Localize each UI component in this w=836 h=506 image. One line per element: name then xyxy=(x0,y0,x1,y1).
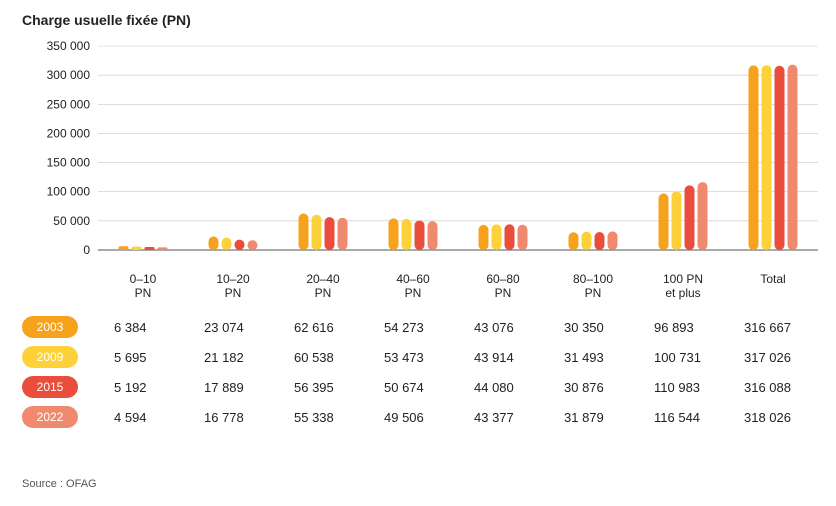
table-cell: 30 876 xyxy=(548,380,638,395)
year-pill: 2009 xyxy=(22,346,78,368)
bar xyxy=(518,225,528,250)
category-label: 80–100PN xyxy=(548,268,638,302)
bar xyxy=(659,194,669,250)
table-cell: 43 076 xyxy=(458,320,548,335)
data-table: 2003 6 38423 07462 61654 27343 07630 3509… xyxy=(22,312,818,432)
table-cell: 49 506 xyxy=(368,410,458,425)
category-label: Total xyxy=(728,268,818,302)
y-tick-label: 100 000 xyxy=(47,185,91,199)
table-cell: 43 377 xyxy=(458,410,548,425)
table-cell: 16 778 xyxy=(188,410,278,425)
table-cell: 318 026 xyxy=(728,410,818,425)
bar xyxy=(209,237,219,250)
category-labels-row: 0–10PN10–20PN20–40PN40–60PN60–80PN80–100… xyxy=(22,268,818,302)
chart-area: 0 50 000 100 000 150 000 200 000 250 000 300 0… xyxy=(22,38,818,268)
table-cell: 56 395 xyxy=(278,380,368,395)
bar xyxy=(325,217,335,250)
bar xyxy=(338,218,348,250)
table-cell: 96 893 xyxy=(638,320,728,335)
page-root: Charge usuelle fixée (PN) 0 50 000 100 000… xyxy=(0,0,836,506)
bar xyxy=(698,182,708,250)
bar xyxy=(119,246,129,250)
year-pill: 2015 xyxy=(22,376,78,398)
table-cell: 5 192 xyxy=(98,380,188,395)
bar xyxy=(492,224,502,250)
table-cell: 50 674 xyxy=(368,380,458,395)
table-cell: 100 731 xyxy=(638,350,728,365)
bar xyxy=(428,221,438,250)
y-tick-label: 250 000 xyxy=(47,97,91,111)
source-note: Source : OFAG xyxy=(22,478,97,490)
table-cell: 17 889 xyxy=(188,380,278,395)
bar xyxy=(158,247,168,250)
category-label: 40–60PN xyxy=(368,268,458,302)
bar xyxy=(389,218,399,250)
table-cell: 6 384 xyxy=(98,320,188,335)
bar xyxy=(299,214,309,250)
year-pill: 2022 xyxy=(22,406,78,428)
table-cell: 62 616 xyxy=(278,320,368,335)
bar xyxy=(788,65,798,250)
bar xyxy=(479,225,489,250)
table-cell: 5 695 xyxy=(98,350,188,365)
bar xyxy=(749,65,759,250)
table-cell: 54 273 xyxy=(368,320,458,335)
y-tick-label: 300 000 xyxy=(47,68,91,82)
category-label: 20–40PN xyxy=(278,268,368,302)
chart-title: Charge usuelle fixée (PN) xyxy=(22,12,818,28)
bar xyxy=(775,66,785,250)
table-cell: 4 594 xyxy=(98,410,188,425)
bar xyxy=(582,232,592,250)
table-row: 2015 5 19217 88956 39550 67444 08030 8761… xyxy=(22,372,818,402)
table-row: 2022 4 59416 77855 33849 50643 37731 8791… xyxy=(22,402,818,432)
bar xyxy=(312,215,322,250)
bar xyxy=(672,191,682,250)
bar xyxy=(505,224,515,250)
table-cell: 317 026 xyxy=(728,350,818,365)
bar xyxy=(145,247,155,250)
bar xyxy=(402,219,412,250)
bar xyxy=(222,238,232,250)
y-tick-label: 350 000 xyxy=(47,39,91,53)
bar xyxy=(569,232,579,250)
table-cell: 31 493 xyxy=(548,350,638,365)
table-cell: 43 914 xyxy=(458,350,548,365)
table-cell: 23 074 xyxy=(188,320,278,335)
table-row: 2003 6 38423 07462 61654 27343 07630 3509… xyxy=(22,312,818,342)
table-cell: 55 338 xyxy=(278,410,368,425)
table-cell: 110 983 xyxy=(638,380,728,395)
bar xyxy=(608,231,618,250)
bar xyxy=(762,65,772,250)
bar xyxy=(248,240,258,250)
y-tick-label: 0 xyxy=(83,243,90,257)
table-cell: 60 538 xyxy=(278,350,368,365)
table-cell: 116 544 xyxy=(638,410,728,425)
table-cell: 316 088 xyxy=(728,380,818,395)
year-pill: 2003 xyxy=(22,316,78,338)
table-cell: 21 182 xyxy=(188,350,278,365)
table-cell: 53 473 xyxy=(368,350,458,365)
table-row: 2009 5 69521 18260 53853 47343 91431 4931… xyxy=(22,342,818,372)
table-cell: 30 350 xyxy=(548,320,638,335)
table-cell: 44 080 xyxy=(458,380,548,395)
category-labels-spacer xyxy=(22,268,98,302)
y-tick-label: 150 000 xyxy=(47,156,91,170)
category-label: 0–10PN xyxy=(98,268,188,302)
category-label: 100 PNet plus xyxy=(638,268,728,302)
y-tick-label: 200 000 xyxy=(47,126,91,140)
category-label: 60–80PN xyxy=(458,268,548,302)
bar-chart: 0 50 000 100 000 150 000 200 000 250 000 300 0… xyxy=(22,38,818,268)
y-tick-label: 50 000 xyxy=(53,214,90,228)
category-label: 10–20PN xyxy=(188,268,278,302)
bar xyxy=(235,240,245,250)
bar xyxy=(595,232,605,250)
bar xyxy=(685,185,695,250)
bar xyxy=(415,220,425,250)
table-cell: 31 879 xyxy=(548,410,638,425)
table-cell: 316 667 xyxy=(728,320,818,335)
bar xyxy=(132,247,142,250)
